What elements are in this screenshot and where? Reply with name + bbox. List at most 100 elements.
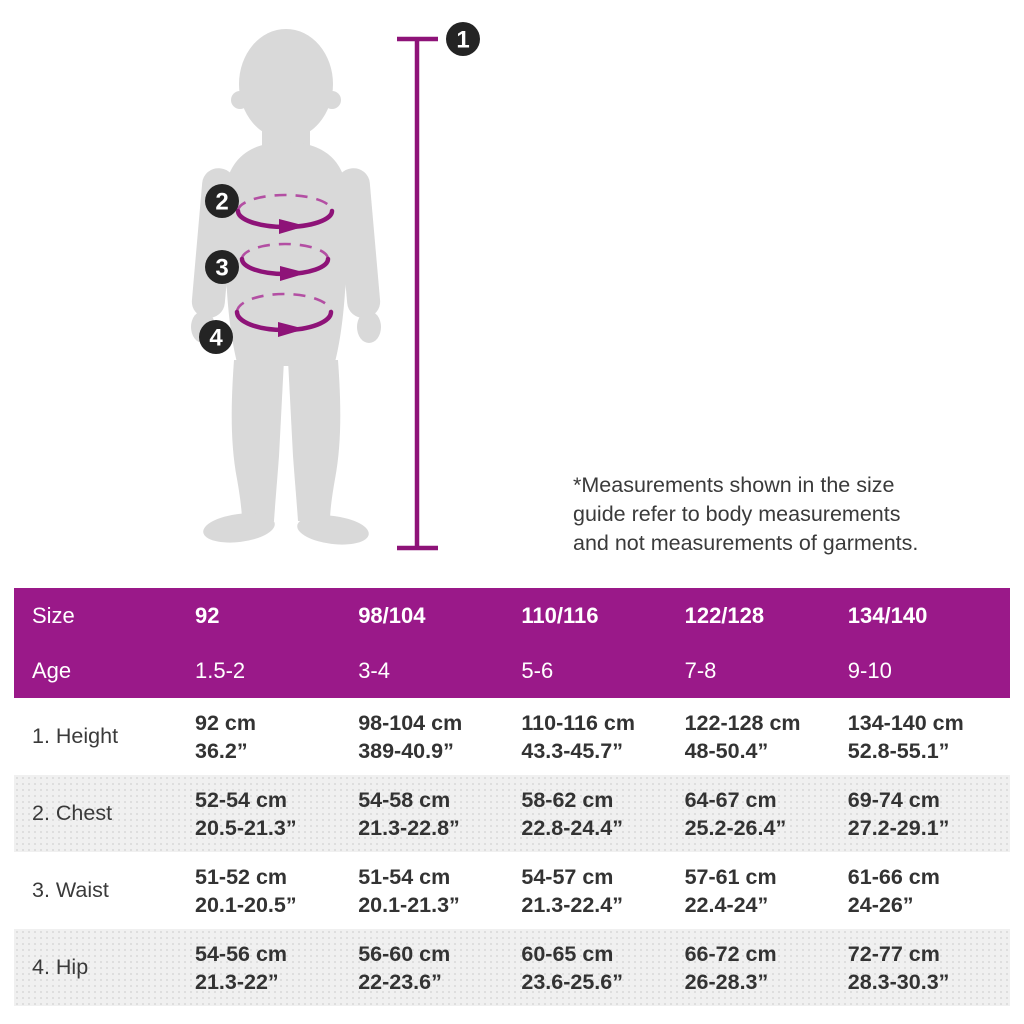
size-col-134-140: 134/140 xyxy=(847,602,928,628)
chest-cell-4: 64-67 cm 25.2-26.4” xyxy=(684,786,847,842)
cm-value: 72-77 cm xyxy=(847,941,940,966)
height-cell-2: 98-104 cm 389-40.9” xyxy=(357,709,520,765)
inch-value: 27.2-29.1” xyxy=(847,815,950,840)
cm-value: 56-60 cm xyxy=(358,941,451,966)
size-table: Size 92 98/104 110/116 122/128 134/140 A… xyxy=(14,588,1010,1006)
inch-value: 25.2-26.4” xyxy=(684,815,787,840)
cm-value: 98-104 cm xyxy=(358,710,463,735)
inch-value: 20.1-20.5” xyxy=(195,892,297,917)
marker-1-number: 1 xyxy=(456,27,469,54)
table-row-hip: 4. Hip 54-56 cm 21.3-22” 56-60 cm 22-23.… xyxy=(14,929,1010,1006)
size-col-92: 92 xyxy=(195,602,220,628)
cm-value: 60-65 cm xyxy=(521,941,614,966)
height-measure-line xyxy=(397,36,438,551)
marker-3-waist: 3 xyxy=(205,250,239,284)
inch-value: 36.2” xyxy=(195,738,248,763)
chest-cell-3: 58-62 cm 22.8-24.4” xyxy=(520,786,683,842)
row-label-waist: 3. Waist xyxy=(32,878,109,902)
cm-value: 57-61 cm xyxy=(684,864,777,889)
height-cell-1: 92 cm 36.2” xyxy=(194,709,357,765)
marker-4-hip: 4 xyxy=(199,320,233,354)
child-silhouette-illustration xyxy=(191,29,381,545)
cm-value: 122-128 cm xyxy=(684,710,801,735)
age-col-1: 1.5-2 xyxy=(195,657,246,683)
marker-2-number: 2 xyxy=(215,189,228,216)
cm-value: 66-72 cm xyxy=(684,941,777,966)
inch-value: 24-26” xyxy=(847,892,914,917)
inch-value: 28.3-30.3” xyxy=(847,969,950,994)
cm-value: 51-54 cm xyxy=(358,864,451,889)
cm-value: 110-116 cm xyxy=(521,710,635,735)
row-label-height: 1. Height xyxy=(32,724,119,748)
measurement-disclaimer-note: *Measurements shown in the size guide re… xyxy=(573,473,919,555)
height-cell-4: 122-128 cm 48-50.4” xyxy=(684,709,847,765)
waist-cell-5: 61-66 cm 24-26” xyxy=(847,863,1010,919)
age-col-4: 7-8 xyxy=(684,657,717,683)
cm-value: 54-56 cm xyxy=(195,941,288,966)
cm-value: 58-62 cm xyxy=(521,787,614,812)
cm-value: 61-66 cm xyxy=(847,864,940,889)
cm-value: 54-57 cm xyxy=(521,864,614,889)
inch-value: 22-23.6” xyxy=(358,969,442,994)
table-row-chest: 2. Chest 52-54 cm 20.5-21.3” 54-58 cm 21… xyxy=(14,775,1010,852)
inch-value: 20.1-21.3” xyxy=(358,892,460,917)
cm-value: 69-74 cm xyxy=(847,787,940,812)
inch-value: 48-50.4” xyxy=(684,738,769,763)
waist-cell-3: 54-57 cm 21.3-22.4” xyxy=(520,863,683,919)
inch-value: 389-40.9” xyxy=(358,738,454,763)
marker-4-number: 4 xyxy=(209,325,223,352)
cm-value: 92 cm xyxy=(195,710,256,735)
size-col-122-128: 122/128 xyxy=(684,602,765,628)
inch-value: 22.4-24” xyxy=(684,892,769,917)
inch-value: 21.3-22.4” xyxy=(521,892,623,917)
inch-value: 43.3-45.7” xyxy=(521,738,623,763)
measurement-figure: 1 2 3 4 xyxy=(191,22,480,551)
hip-cell-4: 66-72 cm 26-28.3” xyxy=(684,940,847,996)
inch-value: 21.3-22” xyxy=(195,969,279,994)
height-cell-5: 134-140 cm 52.8-55.1” xyxy=(847,709,1010,765)
row-label-hip: 4. Hip xyxy=(32,955,89,979)
table-row-waist: 3. Waist 51-52 cm 20.1-20.5” 51-54 cm 20… xyxy=(14,852,1010,929)
height-cell-3: 110-116 cm 43.3-45.7” xyxy=(520,709,683,765)
size-col-98-104: 98/104 xyxy=(358,602,426,628)
size-table-header: Size 92 98/104 110/116 122/128 134/140 A… xyxy=(14,588,1010,698)
waist-cell-4: 57-61 cm 22.4-24” xyxy=(684,863,847,919)
chest-cell-2: 54-58 cm 21.3-22.8” xyxy=(357,786,520,842)
age-col-2: 3-4 xyxy=(358,657,390,683)
inch-value: 26-28.3” xyxy=(684,969,769,994)
waist-cell-1: 51-52 cm 20.1-20.5” xyxy=(194,863,357,919)
age-col-3: 5-6 xyxy=(521,657,554,683)
marker-2-chest: 2 xyxy=(205,184,239,218)
cm-value: 134-140 cm xyxy=(847,710,964,735)
hip-cell-2: 56-60 cm 22-23.6” xyxy=(357,940,520,996)
inch-value: 20.5-21.3” xyxy=(195,815,297,840)
cm-value: 54-58 cm xyxy=(358,787,451,812)
hip-cell-5: 72-77 cm 28.3-30.3” xyxy=(847,940,1010,996)
hip-ring xyxy=(234,292,334,337)
chest-cell-1: 52-54 cm 20.5-21.3” xyxy=(194,786,357,842)
row-label-chest: 2. Chest xyxy=(32,801,113,825)
waist-cell-2: 51-54 cm 20.1-21.3” xyxy=(357,863,520,919)
cm-value: 52-54 cm xyxy=(195,787,288,812)
waist-ring xyxy=(239,242,331,281)
inch-value: 52.8-55.1” xyxy=(847,738,950,763)
age-row-label: Age xyxy=(32,657,72,683)
chest-cell-5: 69-74 cm 27.2-29.1” xyxy=(847,786,1010,842)
cm-value: 64-67 cm xyxy=(684,787,777,812)
marker-3-number: 3 xyxy=(215,255,228,282)
table-row-height: 1. Height 92 cm 36.2” 98-104 cm 389-40.9… xyxy=(14,698,1010,775)
inch-value: 23.6-25.6” xyxy=(521,969,623,994)
size-row-label: Size xyxy=(32,602,75,628)
inch-value: 21.3-22.8” xyxy=(358,815,460,840)
hip-cell-1: 54-56 cm 21.3-22” xyxy=(194,940,357,996)
hip-cell-3: 60-65 cm 23.6-25.6” xyxy=(520,940,683,996)
chest-ring xyxy=(235,193,335,234)
numbered-markers: 1 2 3 4 xyxy=(199,22,480,354)
inch-value: 22.8-24.4” xyxy=(521,815,623,840)
cm-value: 51-52 cm xyxy=(195,864,288,889)
measurement-rings xyxy=(234,193,335,337)
age-col-5: 9-10 xyxy=(847,657,892,683)
size-col-110-116: 110/116 xyxy=(521,602,599,628)
marker-1-height: 1 xyxy=(446,22,480,56)
